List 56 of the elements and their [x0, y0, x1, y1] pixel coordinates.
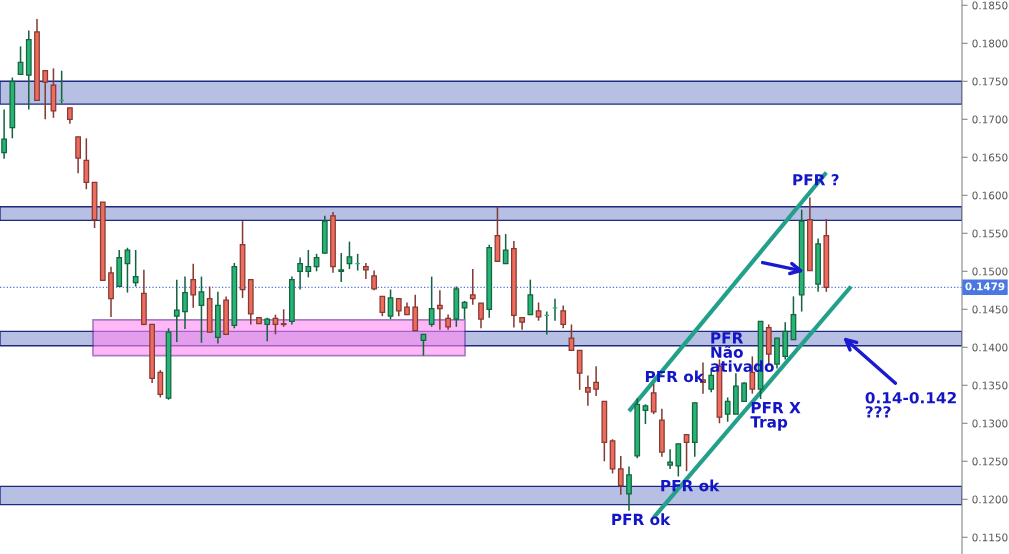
y-tick-label: 0.1800 [972, 39, 1008, 48]
candlestick [617, 455, 624, 496]
y-tick-label: 0.1400 [972, 343, 1008, 352]
y-tick-label: 0.1500 [972, 267, 1008, 276]
candlestick [190, 262, 197, 309]
y-tick-label: 0.1450 [972, 305, 1008, 314]
candlestick [157, 369, 164, 399]
candlestick [478, 302, 484, 330]
annotation: 0.14-0.142 ??? [865, 391, 956, 418]
candlestick [305, 249, 312, 279]
candlestick [683, 433, 690, 472]
annotation: PFR ok [612, 513, 671, 526]
y-tick-label: 0.1650 [972, 153, 1008, 162]
candlestick [535, 301, 542, 322]
candlestick [379, 295, 386, 317]
ref-line-label: 0.1479 [965, 282, 1005, 291]
y-tick-label: 0.1750 [972, 77, 1008, 86]
candlestick [593, 365, 599, 397]
candlestick [527, 278, 534, 316]
candlestick [560, 304, 567, 330]
candlestick [667, 448, 673, 470]
candlestick [371, 269, 377, 292]
candlestick [502, 233, 509, 265]
candlestick [642, 403, 649, 425]
candlestick [585, 374, 591, 407]
candlestick [42, 69, 49, 121]
y-tick-label: 0.1350 [972, 381, 1008, 390]
candlestick [576, 349, 583, 391]
candlestick [182, 275, 188, 330]
candlestick [675, 443, 682, 478]
y-tick-label: 0.1150 [972, 533, 1008, 542]
y-tick-label: 0.1850 [972, 1, 1008, 10]
annotation: PFR X Trap [750, 402, 801, 431]
y-tick-label: 0.1700 [972, 115, 1008, 124]
candlestick [387, 288, 394, 320]
y-tick-label: 0.1250 [972, 457, 1008, 466]
candlestick [1, 108, 7, 160]
candlestick [469, 268, 476, 306]
candlestick [437, 289, 443, 331]
candlestick [363, 262, 369, 280]
candlestick [83, 137, 90, 190]
candlestick [428, 275, 435, 328]
candlestick [724, 396, 731, 423]
candlestick [173, 278, 180, 343]
y-tick-label: 0.1300 [972, 419, 1008, 428]
candlestick [75, 136, 81, 175]
y-tick-label: 0.1550 [972, 229, 1008, 238]
candlestick [338, 252, 345, 283]
candlestick [626, 465, 632, 512]
candlestick [297, 256, 303, 291]
candlestick [132, 249, 139, 288]
candlestick [650, 383, 657, 415]
candlestick [264, 316, 271, 342]
y-tick-label: 0.1600 [972, 191, 1008, 200]
candlestick [412, 294, 419, 332]
y-tick-label: 0.1200 [972, 495, 1008, 504]
